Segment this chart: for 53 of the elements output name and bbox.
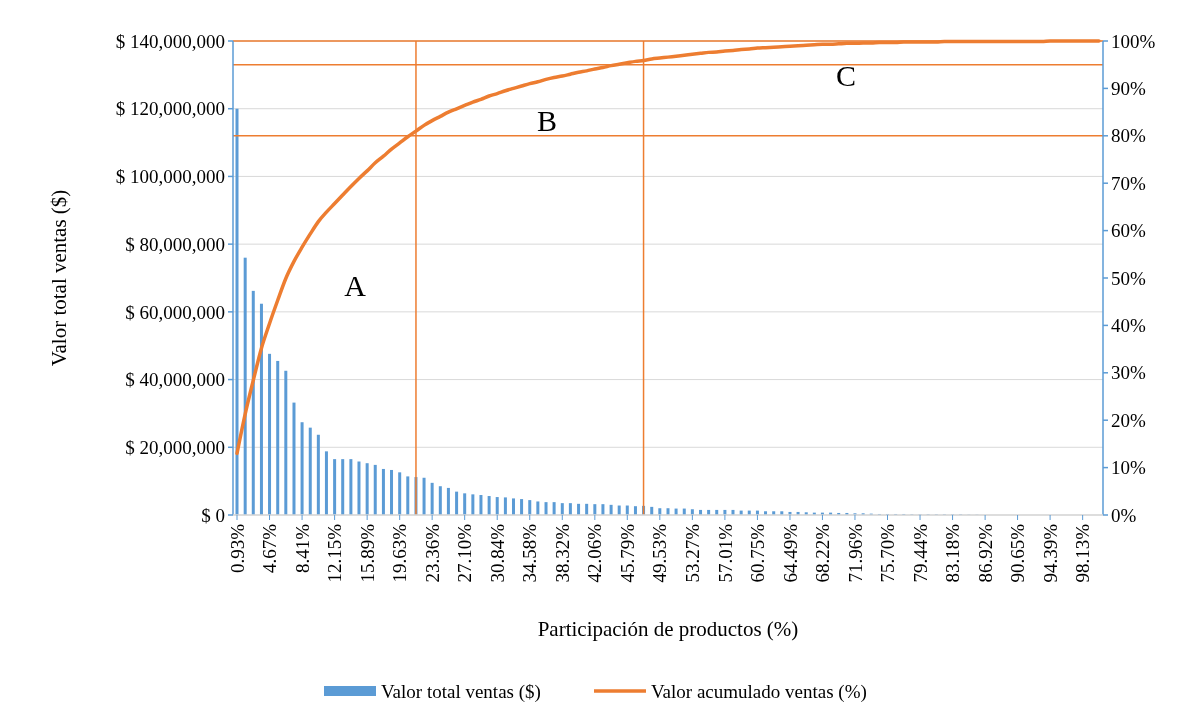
- y2-tick-label: 10%: [1111, 457, 1146, 479]
- x-tick-label: 57.01%: [714, 523, 736, 583]
- x-tick-label: 34.58%: [519, 523, 541, 583]
- x-tick-label: 45.79%: [616, 523, 638, 583]
- x-tick-label: 83.18%: [942, 523, 964, 583]
- x-tick-label: 4.67%: [259, 523, 281, 574]
- legend-label: Valor acumulado ventas (%): [651, 680, 867, 703]
- x-tick-label: 53.27%: [682, 523, 704, 583]
- annotation: B: [536, 103, 558, 137]
- y2-tick-label: 40%: [1111, 315, 1146, 337]
- y2-tick-label: 70%: [1111, 172, 1146, 194]
- x-tick-label: 68.22%: [812, 523, 834, 583]
- annotation: A: [344, 268, 367, 302]
- x-axis-title: Participación de productos (%): [537, 617, 799, 641]
- y-tick-label: $ 80,000,000: [125, 233, 225, 255]
- y-tick-label: $ 0: [201, 504, 225, 526]
- x-tick-label: 0.93%: [226, 523, 248, 574]
- x-tick-label: 75.70%: [877, 523, 899, 583]
- x-tick-label: 12.15%: [324, 523, 346, 583]
- x-tick-label: 79.44%: [909, 523, 931, 583]
- x-tick-label: 23.36%: [421, 523, 443, 583]
- x-tick-label: 60.75%: [747, 523, 769, 583]
- x-tick-label: 98.13%: [1072, 523, 1094, 583]
- x-tick-label: 8.41%: [291, 523, 313, 574]
- y2-tick-label: 100%: [1111, 30, 1156, 52]
- x-tick-label: 30.84%: [486, 523, 508, 583]
- y2-tick-label: 20%: [1111, 409, 1146, 431]
- y2-tick-label: 0%: [1111, 504, 1137, 526]
- y2-tick-label: 90%: [1111, 78, 1146, 100]
- x-tick-label: 64.49%: [779, 523, 801, 583]
- x-tick-label: 71.96%: [844, 523, 866, 583]
- y2-tick-label: 60%: [1111, 220, 1146, 242]
- x-tick-label: 15.89%: [356, 523, 378, 583]
- x-tick-label: 19.63%: [389, 523, 411, 583]
- x-tick-label: 38.32%: [551, 523, 573, 583]
- x-tick-label: 94.39%: [1039, 523, 1061, 583]
- y-tick-label: $ 60,000,000: [125, 301, 225, 323]
- x-tick-label: 86.92%: [974, 523, 996, 583]
- x-tick-label: 27.10%: [454, 523, 476, 583]
- x-tick-label: 42.06%: [584, 523, 606, 583]
- y2-tick-label: 30%: [1111, 362, 1146, 384]
- annotation: C: [835, 58, 857, 92]
- y-tick-label: $ 100,000,000: [115, 166, 225, 188]
- y-tick-label: $ 120,000,000: [115, 98, 225, 120]
- y-axis-title: Valor total ventas ($): [47, 189, 71, 367]
- y2-tick-label: 80%: [1111, 125, 1146, 147]
- x-tick-label: 49.53%: [649, 523, 671, 583]
- y-tick-label: $ 20,000,000: [125, 436, 225, 458]
- y-tick-label: $ 40,000,000: [125, 369, 225, 391]
- y2-tick-label: 50%: [1111, 267, 1146, 289]
- x-tick-label: 90.65%: [1007, 523, 1029, 583]
- legend-label: Valor total ventas ($): [381, 680, 541, 703]
- y-tick-label: $ 140,000,000: [115, 30, 225, 52]
